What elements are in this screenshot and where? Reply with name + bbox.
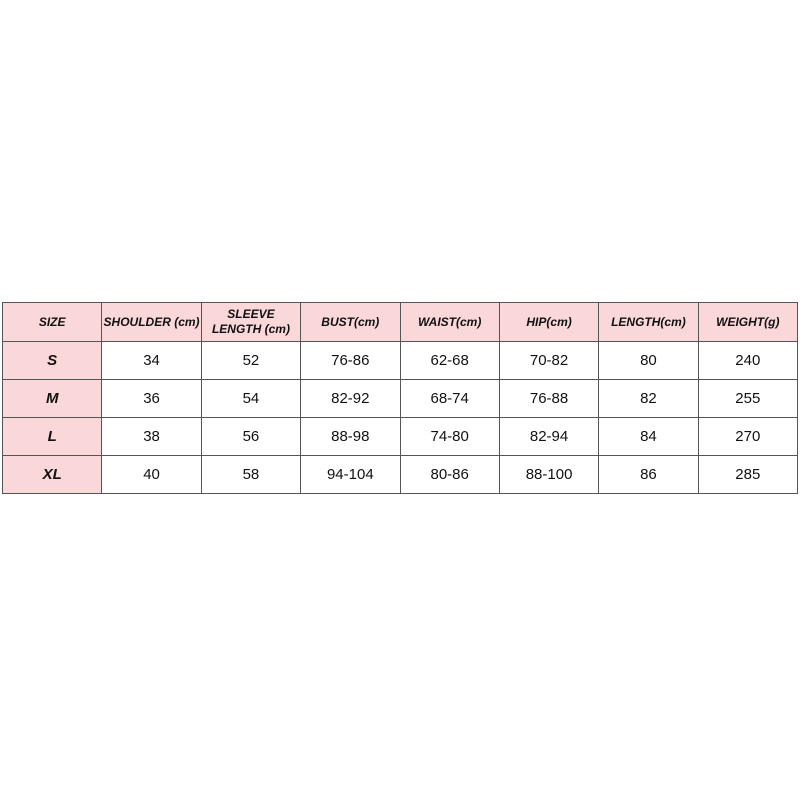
table-cell: 88-98 xyxy=(300,417,401,456)
column-header: SLEEVE LENGTH (cm) xyxy=(200,302,302,342)
column-header: HIP(cm) xyxy=(498,302,600,342)
size-label: L xyxy=(1,417,103,456)
table-cell: 70-82 xyxy=(498,341,600,380)
size-label: M xyxy=(1,379,103,418)
table-cell: 80-86 xyxy=(399,455,500,494)
column-header: BUST(cm) xyxy=(300,302,401,342)
table-cell: 82 xyxy=(598,379,699,418)
table-cell: 80 xyxy=(598,341,699,380)
table-cell: 52 xyxy=(200,341,302,380)
table-cell: 270 xyxy=(697,417,799,456)
table-cell: 40 xyxy=(101,455,202,494)
table-cell: 38 xyxy=(101,417,202,456)
size-label: XL xyxy=(1,455,103,494)
column-header: SIZE xyxy=(1,302,103,342)
table-cell: 255 xyxy=(697,379,799,418)
table-cell: 82-94 xyxy=(498,417,600,456)
column-header: WAIST(cm) xyxy=(399,302,500,342)
size-chart-table: SIZE SHOULDER (cm) SLEEVE LENGTH (cm) BUST(… xyxy=(1,302,799,494)
size-label: S xyxy=(1,341,103,380)
table-cell: 240 xyxy=(697,341,799,380)
table-cell: 76-86 xyxy=(300,341,401,380)
column-header: LENGTH(cm) xyxy=(598,302,699,342)
table-cell: 58 xyxy=(200,455,302,494)
table-row: L 38 56 88-98 74-80 82-94 84 270 xyxy=(1,417,799,456)
table-cell: 54 xyxy=(200,379,302,418)
table-cell: 56 xyxy=(200,417,302,456)
table-cell: 62-68 xyxy=(399,341,500,380)
table-cell: 36 xyxy=(101,379,202,418)
table-row: S 34 52 76-86 62-68 70-82 80 240 xyxy=(1,341,799,380)
table-cell: 74-80 xyxy=(399,417,500,456)
table-cell: 68-74 xyxy=(399,379,500,418)
column-header: SHOULDER (cm) xyxy=(101,302,202,342)
table-cell: 76-88 xyxy=(498,379,600,418)
table-cell: 84 xyxy=(598,417,699,456)
table-row: XL 40 58 94-104 80-86 88-100 86 285 xyxy=(1,455,799,494)
table-cell: 34 xyxy=(101,341,202,380)
column-header: WEIGHT(g) xyxy=(697,302,799,342)
table-row: M 36 54 82-92 68-74 76-88 82 255 xyxy=(1,379,799,418)
header-row: SIZE SHOULDER (cm) SLEEVE LENGTH (cm) BUST(… xyxy=(1,302,799,342)
table-cell: 285 xyxy=(697,455,799,494)
table-cell: 88-100 xyxy=(498,455,600,494)
table-cell: 82-92 xyxy=(300,379,401,418)
table-cell: 94-104 xyxy=(300,455,401,494)
table-cell: 86 xyxy=(598,455,699,494)
